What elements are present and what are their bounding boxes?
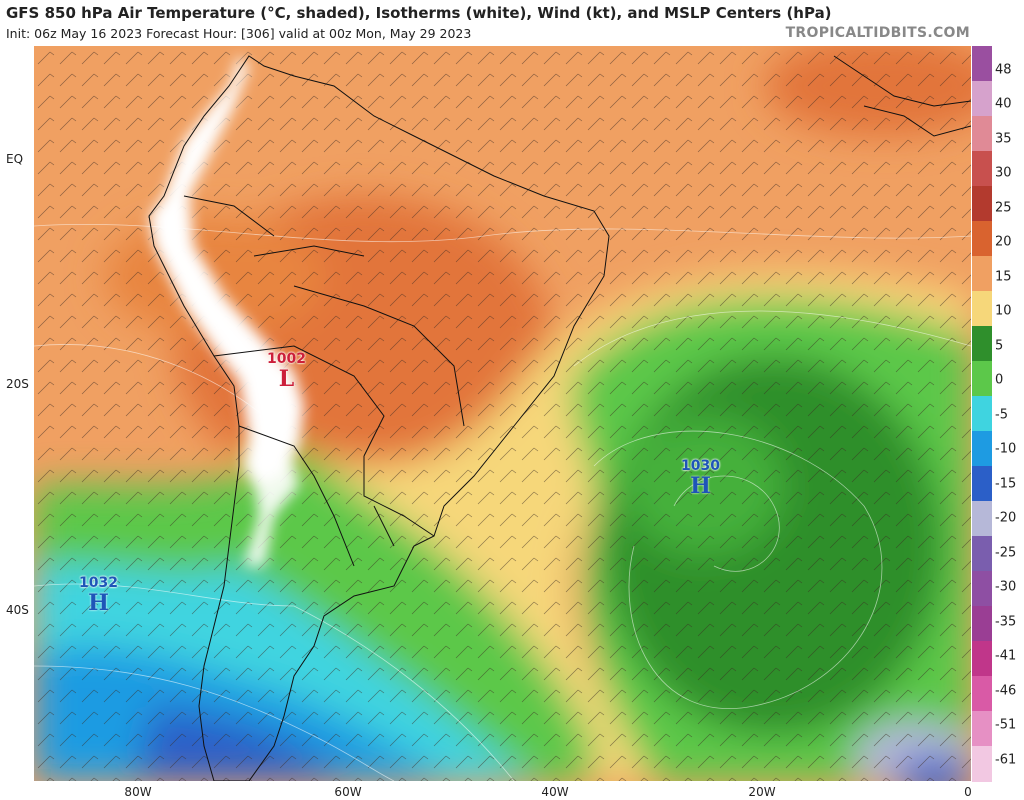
colorbar-label: 10 (995, 303, 1012, 319)
colorbar-label: 25 (995, 200, 1012, 216)
colorbar-label: -46 (995, 683, 1017, 699)
colorbar-segment (972, 711, 992, 747)
colorbar-segment (972, 361, 992, 397)
colorbar-segment (972, 606, 992, 642)
high-center-1032: 1032 H (79, 576, 118, 614)
colorbar-segment (972, 291, 992, 327)
high-value: 1030 (681, 458, 720, 474)
colorbar-segment (972, 46, 992, 82)
colorbar-label: 48 (995, 62, 1012, 78)
lon-label-40w: 40W (541, 785, 569, 799)
colorbar-label: 0 (995, 372, 1004, 388)
low-center-1002: 1002 L (267, 352, 306, 390)
colorbar-segment (972, 641, 992, 677)
colorbar-segment (972, 466, 992, 502)
colorbar-label: -15 (995, 476, 1017, 492)
colorbar-label: 5 (995, 338, 1004, 354)
lon-label-20w: 20W (748, 785, 776, 799)
colorbar-segment (972, 501, 992, 537)
wind-barbs (34, 46, 971, 781)
brand-watermark[interactable]: TROPICALTIDBITS.COM (785, 25, 970, 41)
colorbar-label: 40 (995, 96, 1012, 112)
coastlines (148, 55, 971, 781)
map-canvas (34, 46, 971, 781)
colorbar-label: -61 (995, 752, 1017, 767)
colorbar-segment (972, 431, 992, 467)
low-letter: L (278, 366, 295, 392)
high-value: 1032 (79, 575, 118, 591)
colorbar-segment (972, 676, 992, 712)
colorbar-segment (972, 396, 992, 432)
colorbar-segment (972, 81, 992, 117)
colorbar-segment (972, 256, 992, 292)
colorbar-segment (972, 221, 992, 257)
terrain-mask (149, 56, 304, 566)
temperature-map: 1002 L 1030 H 1032 H (34, 46, 971, 781)
colorbar-label: 35 (995, 131, 1012, 147)
colorbar-label: 30 (995, 165, 1012, 181)
colorbar-segment (972, 326, 992, 362)
high-letter: H (690, 473, 711, 499)
colorbar-label: -10 (995, 441, 1017, 457)
colorbar-segment (972, 571, 992, 607)
colorbar (972, 46, 992, 782)
colorbar-label: -5 (995, 407, 1008, 423)
map-title: GFS 850 hPa Air Temperature (°C, shaded)… (6, 4, 832, 22)
lon-label-0: 0 (964, 785, 972, 799)
high-center-1030: 1030 H (681, 459, 720, 497)
low-value: 1002 (267, 351, 306, 367)
lat-label-40s: 40S (6, 603, 29, 617)
colorbar-label: -25 (995, 545, 1017, 561)
high-letter: H (88, 590, 109, 616)
lat-label-eq: EQ (6, 152, 24, 166)
map-subtitle: Init: 06z May 16 2023 Forecast Hour: [30… (6, 26, 472, 41)
lat-label-20s: 20S (6, 377, 29, 391)
colorbar-segment (972, 746, 992, 782)
colorbar-segment (972, 116, 992, 152)
lon-label-60w: 60W (334, 785, 362, 799)
colorbar-label: -51 (995, 717, 1017, 733)
colorbar-label: -41 (995, 648, 1017, 664)
colorbar-label: -35 (995, 614, 1017, 630)
colorbar-label: -20 (995, 510, 1017, 526)
colorbar-label: 20 (995, 234, 1012, 250)
colorbar-label: 15 (995, 269, 1012, 285)
colorbar-segment (972, 186, 992, 222)
colorbar-segment (972, 151, 992, 187)
lon-label-80w: 80W (124, 785, 152, 799)
colorbar-label: -30 (995, 579, 1017, 595)
isotherms (34, 224, 971, 781)
header: GFS 850 hPa Air Temperature (°C, shaded)… (0, 0, 1024, 46)
colorbar-segment (972, 536, 992, 572)
